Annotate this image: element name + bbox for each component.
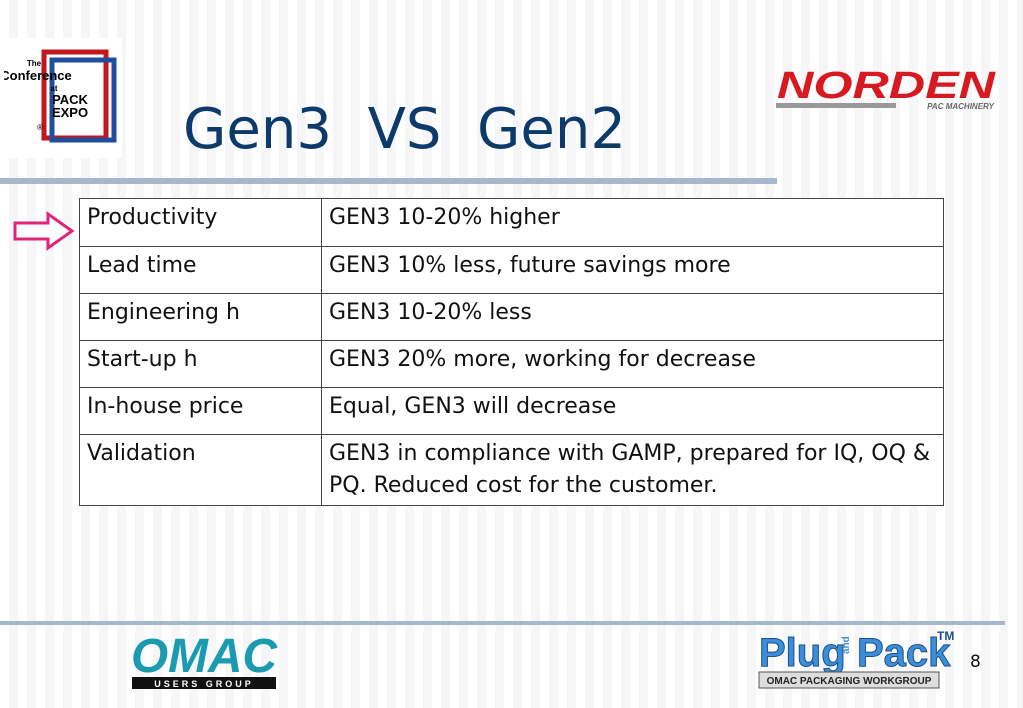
arrow-icon xyxy=(13,211,75,251)
slide-title: Gen3 VS Gen2 xyxy=(183,97,626,162)
cell: GEN3 10-20% less xyxy=(321,293,944,341)
cell: Validation xyxy=(79,434,322,506)
plugpack-logo: Plug and Pack TM OMAC PACKAGING WORKGROU… xyxy=(758,629,954,689)
comparison-table: Productivity GEN3 10-20% higher Lead time… xyxy=(79,198,944,506)
norden-logo: NORDEN PAC MACHINERY xyxy=(776,66,997,111)
logo-text: EXPO xyxy=(52,105,88,120)
logo-text: Conference xyxy=(4,68,72,83)
cell: GEN3 in compliance with GAMP, prepared f… xyxy=(321,434,944,506)
cell: Equal, GEN3 will decrease xyxy=(321,387,944,435)
cell: Productivity xyxy=(79,198,322,247)
page-number: 8 xyxy=(970,652,981,672)
logo-text: NORDEN xyxy=(777,66,997,107)
logo-text: ® xyxy=(37,123,43,132)
logo-text: OMAC xyxy=(131,630,278,683)
footer-rule xyxy=(0,621,1005,625)
logo-text: The xyxy=(27,59,42,68)
logo-text: TM xyxy=(937,629,954,643)
cell: GEN3 20% more, working for decrease xyxy=(321,340,944,388)
cell: GEN3 10% less, future savings more xyxy=(321,246,944,294)
cell: Engineering h xyxy=(79,293,322,341)
cell: In-house price xyxy=(79,387,322,435)
logo-text: and xyxy=(841,636,852,654)
logo-text: Pack xyxy=(857,631,951,675)
logo-text: PAC MACHINERY xyxy=(927,102,994,111)
cell: Start-up h xyxy=(79,340,322,388)
logo-text: USERS GROUP xyxy=(154,679,254,689)
cell: GEN3 10-20% higher xyxy=(321,198,944,247)
logo-text: PACK xyxy=(52,92,88,107)
conference-logo: The Conference at PACK EXPO ® xyxy=(4,38,122,158)
cell: Lead time xyxy=(79,246,322,294)
logo-text: Plug xyxy=(759,631,846,675)
title-rule xyxy=(0,178,777,184)
logo-text: OMAC PACKAGING WORKGROUP xyxy=(767,676,932,687)
logo-text: at xyxy=(50,84,57,93)
omac-logo: OMAC USERS GROUP xyxy=(131,630,278,689)
